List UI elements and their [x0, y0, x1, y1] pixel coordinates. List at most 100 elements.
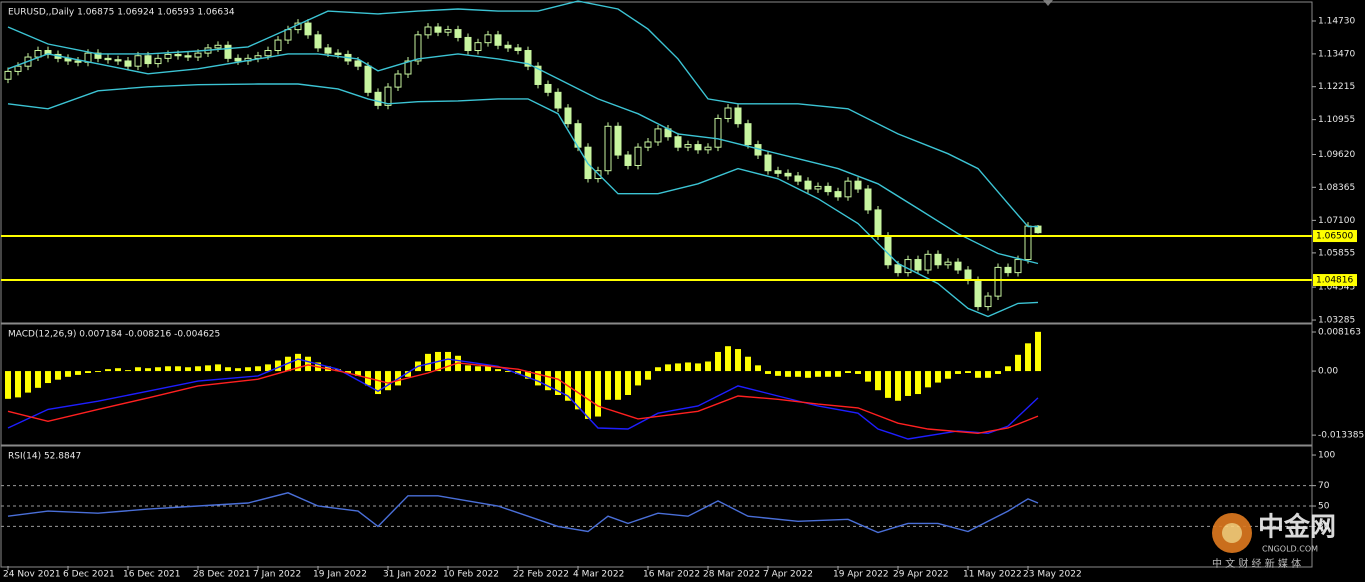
candle-body	[804, 180, 812, 190]
candle-body	[634, 146, 642, 166]
y-tick-label: 70	[1318, 481, 1330, 491]
candle-body	[444, 29, 452, 33]
macd-histogram-bar	[155, 367, 161, 372]
macd-histogram-bar	[85, 371, 91, 373]
candle-body	[324, 47, 332, 54]
macd-histogram-bar	[985, 371, 991, 378]
candle-body	[264, 50, 272, 57]
macd-histogram-bar	[515, 371, 521, 374]
candle-body	[494, 34, 502, 46]
candle-body	[454, 29, 462, 38]
panel-title: RSI(14) 52.8847	[8, 452, 81, 462]
candle-body	[854, 180, 862, 190]
macd-histogram-bar	[255, 366, 261, 372]
candle-body	[474, 42, 482, 52]
candle-body	[564, 107, 572, 125]
candle-body	[704, 146, 712, 151]
macd-histogram-bar	[1025, 343, 1031, 372]
x-tick-label: 28 Mar 2022	[703, 570, 760, 580]
x-tick-label: 11 May 2022	[963, 570, 1022, 580]
macd-histogram-bar	[885, 371, 891, 398]
macd-histogram-bar	[935, 371, 941, 383]
candle-body	[954, 261, 962, 271]
watermark-logo-inner	[1222, 523, 1242, 543]
x-tick-label: 16 Mar 2022	[643, 570, 700, 580]
macd-histogram-bar	[25, 371, 31, 393]
candle-body	[964, 269, 972, 281]
watermark: 中金网 CNGOLD.COM 中 文 财 经 新 媒 体	[1212, 512, 1336, 570]
panel-frame	[0, 1, 1313, 324]
macd-histogram-bar	[305, 356, 311, 372]
x-tick-label: 19 Jan 2022	[313, 570, 367, 580]
macd-histogram-bar	[535, 371, 541, 386]
macd-histogram-bar	[65, 371, 71, 377]
macd-histogram-bar	[175, 366, 181, 372]
macd-histogram-bar	[235, 368, 241, 372]
x-tick-label: 7 Jan 2022	[253, 570, 301, 580]
level-label: 1.06500	[1316, 232, 1353, 242]
macd-histogram-bar	[405, 371, 411, 377]
macd-histogram-bar	[185, 367, 191, 372]
rsi-line	[7, 492, 1039, 534]
macd-histogram-bar	[735, 349, 741, 372]
panel-title: EURUSD,,Daily 1.06875 1.06924 1.06593 1.…	[8, 8, 235, 18]
candle-body	[284, 29, 292, 41]
candle-body	[374, 91, 382, 106]
macd-histogram-bar	[965, 371, 971, 373]
candle-body	[354, 60, 362, 67]
macd-histogram-bar	[295, 353, 301, 372]
candle-body	[304, 22, 312, 36]
x-tick-label: 4 Mar 2022	[573, 570, 624, 580]
macd-histogram-bar	[685, 362, 691, 372]
macd-histogram-bar	[425, 353, 431, 372]
candle-body	[274, 39, 282, 52]
candle-body	[654, 128, 662, 143]
macd-histogram-bar	[805, 371, 811, 378]
macd-histogram-bar	[635, 371, 641, 386]
y-tick-label: 1.04545	[1318, 283, 1355, 293]
candle-body	[914, 259, 922, 271]
macd-histogram-bar	[165, 366, 171, 372]
candle-body	[414, 34, 422, 62]
macd-histogram-bar	[875, 371, 881, 391]
macd-histogram-bar	[605, 371, 611, 400]
candle-body	[874, 209, 882, 237]
macd-histogram-bar	[125, 370, 131, 372]
macd-histogram-bar	[675, 363, 681, 372]
macd-histogram-bar	[665, 364, 671, 372]
candle-body	[824, 185, 832, 193]
candle-body	[974, 279, 982, 308]
candle-body	[864, 188, 872, 211]
candle-body	[984, 295, 992, 308]
candle-body	[884, 235, 892, 266]
macd-histogram-bar	[795, 371, 801, 377]
candle-body	[194, 52, 202, 58]
candle-body	[234, 57, 242, 62]
y-tick-label: 50	[1318, 502, 1330, 512]
candle-body	[484, 34, 492, 44]
candle-body	[504, 44, 512, 49]
macd-histogram-bar	[815, 371, 821, 377]
candle-body	[714, 117, 722, 148]
y-tick-label: 1.08365	[1318, 183, 1355, 193]
candle-body	[834, 191, 842, 198]
macd-histogram-bar	[225, 367, 231, 372]
candle-body	[734, 107, 742, 125]
macd-histogram-bar	[475, 366, 481, 372]
macd-histogram-bar	[655, 367, 661, 372]
candle-body	[694, 144, 702, 151]
candle-body	[434, 26, 442, 33]
y-tick-label: -0.013385	[1318, 431, 1364, 441]
y-tick-label: 1.10955	[1318, 115, 1355, 125]
candle-body	[814, 185, 822, 190]
macd-histogram-bar	[615, 371, 621, 400]
candle-body	[364, 65, 372, 93]
level-label-box	[1313, 274, 1357, 287]
macd-histogram-bar	[75, 371, 81, 375]
macd-histogram-bar	[955, 371, 961, 374]
watermark-brand: 中金网	[1258, 512, 1336, 543]
candle-body	[394, 73, 402, 88]
candle-body	[74, 60, 82, 63]
macd-histogram-bar	[5, 371, 11, 399]
candle-body	[904, 259, 912, 274]
